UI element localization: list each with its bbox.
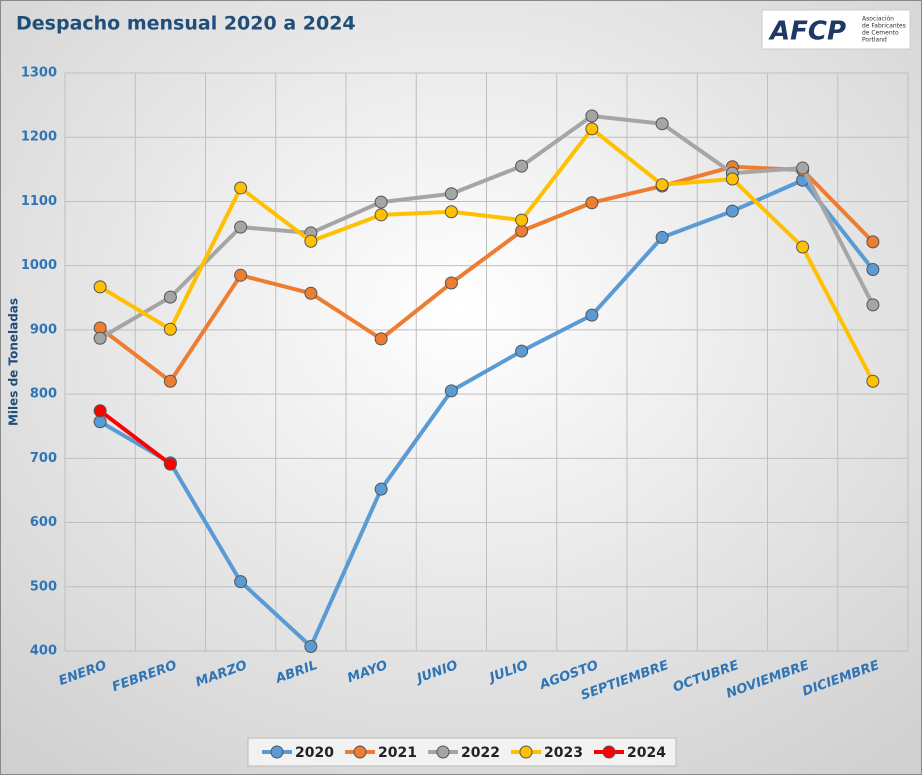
marker [655, 178, 669, 192]
marker [304, 234, 318, 248]
y-tick-label: 700 [30, 451, 57, 466]
marker [515, 159, 529, 173]
marker [304, 286, 318, 300]
marker [725, 204, 739, 218]
y-tick-label: 900 [30, 322, 57, 337]
marker [93, 415, 107, 429]
marker [234, 268, 248, 282]
marker [93, 404, 107, 418]
marker [444, 187, 458, 201]
marker [515, 224, 529, 238]
marker [444, 276, 458, 290]
series-line [99, 126, 875, 383]
legend-label: 2023 [544, 745, 583, 761]
marker [163, 457, 177, 471]
y-axis-label: Miles de Toneladas [7, 298, 21, 426]
marker [585, 196, 599, 210]
marker [444, 384, 458, 398]
logo-name: AFCP [768, 17, 846, 47]
marker [585, 109, 599, 123]
marker [234, 575, 248, 589]
marker [93, 280, 107, 294]
y-tick-label: 400 [30, 644, 57, 659]
marker [234, 181, 248, 195]
logo-tagline: Portland [862, 37, 887, 44]
y-tick-label: 800 [30, 387, 57, 402]
marker [163, 322, 177, 336]
marker [655, 117, 669, 131]
marker [796, 161, 810, 175]
marker [866, 235, 880, 249]
series-line [99, 178, 875, 649]
logo-tagline: Asociación [862, 16, 894, 23]
marker [374, 195, 388, 209]
logo-tagline: de Cemento [862, 30, 899, 37]
legend-label: 2022 [461, 745, 500, 761]
y-tick-label: 1300 [21, 66, 57, 81]
logo: AFCP Asociación de Fabricantes de Cement… [761, 9, 911, 50]
legend-label: 2021 [378, 745, 417, 761]
series-line [99, 114, 875, 340]
marker [234, 220, 248, 234]
legend-marker [519, 745, 533, 759]
marker [796, 240, 810, 254]
series-line [98, 164, 875, 384]
legend-marker [436, 745, 450, 759]
marker [725, 172, 739, 186]
chart-title: Despacho mensual 2020 a 2024 [16, 13, 356, 35]
y-tick-label: 500 [30, 579, 57, 594]
marker [93, 331, 107, 345]
y-tick-label: 1000 [21, 258, 57, 273]
logo-box [761, 9, 911, 50]
legend-label: 2020 [295, 745, 334, 761]
marker [866, 298, 880, 312]
marker [866, 374, 880, 388]
marker [374, 332, 388, 346]
marker [304, 640, 318, 654]
marker [655, 230, 669, 244]
marker [374, 208, 388, 222]
y-tick-label: 1200 [21, 130, 57, 145]
marker [515, 344, 529, 358]
legend-marker [353, 745, 367, 759]
legend-marker [602, 745, 616, 759]
marker [163, 290, 177, 304]
series-line [98, 409, 172, 466]
marker [585, 122, 599, 136]
marker [585, 308, 599, 322]
legend-marker [270, 745, 284, 759]
logo-tagline: de Fabricantes [862, 23, 906, 30]
y-tick-label: 1100 [21, 194, 57, 209]
marker [163, 374, 177, 388]
marker [444, 205, 458, 219]
marker [515, 213, 529, 227]
marker [374, 482, 388, 496]
marker [866, 263, 880, 277]
legend-label: 2024 [627, 745, 666, 761]
y-tick-label: 600 [30, 515, 57, 530]
